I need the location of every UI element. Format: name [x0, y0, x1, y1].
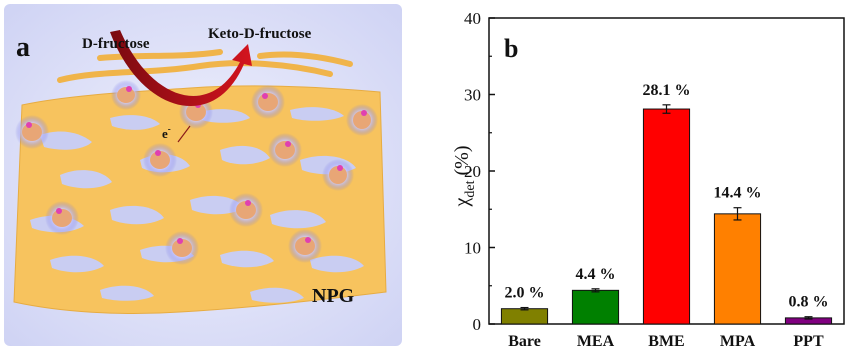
x-tick-label: BME	[648, 333, 684, 350]
schematic-figure: a D-fructose Keto-D-fructose e- NPG	[4, 4, 402, 346]
data-label: 14.4 %	[714, 185, 762, 202]
material-label: NPG	[312, 285, 355, 307]
x-tick-label: PPT	[793, 333, 824, 350]
bar-chart: 0 10 20 30 40 Bare MEA BME MPA PPT 2.0 % 4.4 % 28.1…	[451, 9, 845, 350]
schematic-panel: a D-fructose Keto-D-fructose e- NPG	[0, 0, 408, 352]
reaction-arrow	[110, 30, 252, 107]
electron-transfer-line	[177, 125, 191, 143]
x-tick-label: MPA	[720, 333, 756, 350]
y-tick-label: 30	[464, 86, 481, 105]
data-label: 4.4 %	[576, 266, 616, 283]
bar-group: 2.0 % 4.4 % 28.1 % 14.4 % 0.8 %	[500, 82, 833, 325]
bar-mea	[571, 289, 620, 325]
enzymes	[15, 80, 378, 265]
bar-chart-panel: 0 10 20 30 40 Bare MEA BME MPA PPT 2.0 % 4.4 % 28.1…	[408, 0, 851, 352]
panel-b-label: b	[504, 34, 518, 63]
x-tick-label: MEA	[577, 333, 615, 350]
bar-bme	[642, 108, 691, 325]
y-tick-label: 20	[464, 162, 481, 181]
y-axis-label: χdet (%)	[451, 146, 478, 208]
y-tick-label: 0	[473, 315, 482, 334]
electron-label: e-	[162, 124, 171, 141]
y-tick-label: 40	[464, 9, 481, 28]
y-tick-label: 10	[464, 239, 481, 258]
gold-ligaments	[57, 49, 353, 83]
reactant-label: D-fructose	[82, 36, 150, 52]
bar-mpa	[713, 213, 762, 325]
x-tick-label: Bare	[508, 333, 541, 350]
panel-a-label: a	[16, 32, 30, 63]
product-label: Keto-D-fructose	[208, 26, 312, 42]
data-label: 2.0 %	[505, 285, 545, 302]
data-label: 0.8 %	[789, 294, 829, 311]
bar-bare	[500, 308, 549, 325]
data-label: 28.1 %	[643, 82, 691, 99]
